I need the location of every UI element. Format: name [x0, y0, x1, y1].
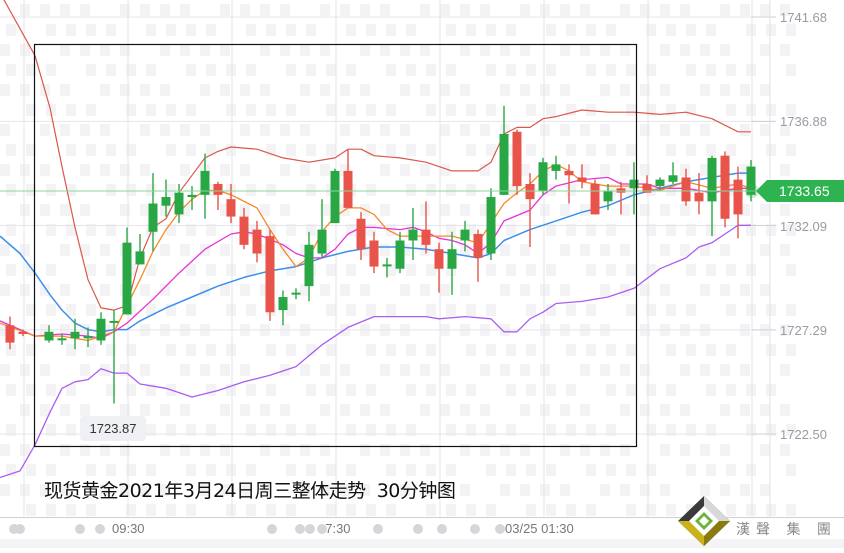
low-price-tooltip: 1723.87: [80, 416, 146, 441]
y-axis-label: 1741.68: [780, 10, 827, 25]
y-axis-label: 1732.09: [780, 219, 827, 234]
x-axis-label: 03/25 01:30: [505, 521, 574, 536]
chart-title: 现货黄金2021年3月24日周三整体走势 30分钟图: [44, 480, 456, 502]
current-price-glow: [745, 184, 759, 198]
y-axis-label: 1722.50: [780, 427, 827, 442]
selection-box[interactable]: [33, 43, 638, 448]
x-axis-label: 17:30: [318, 521, 351, 536]
bottom-strip: [0, 539, 844, 548]
y-axis-label: 1736.88: [780, 114, 827, 129]
current-price-tag: 1733.65: [756, 180, 844, 202]
candles: [5, 105, 756, 404]
x-axis-label: 09:30: [112, 521, 145, 536]
time-axis-dots: [9, 524, 708, 534]
y-axis-label: 1727.29: [780, 323, 827, 338]
brand-logo-icon: [678, 496, 730, 546]
watermark-text: 漢聲 集 團: [736, 522, 837, 538]
